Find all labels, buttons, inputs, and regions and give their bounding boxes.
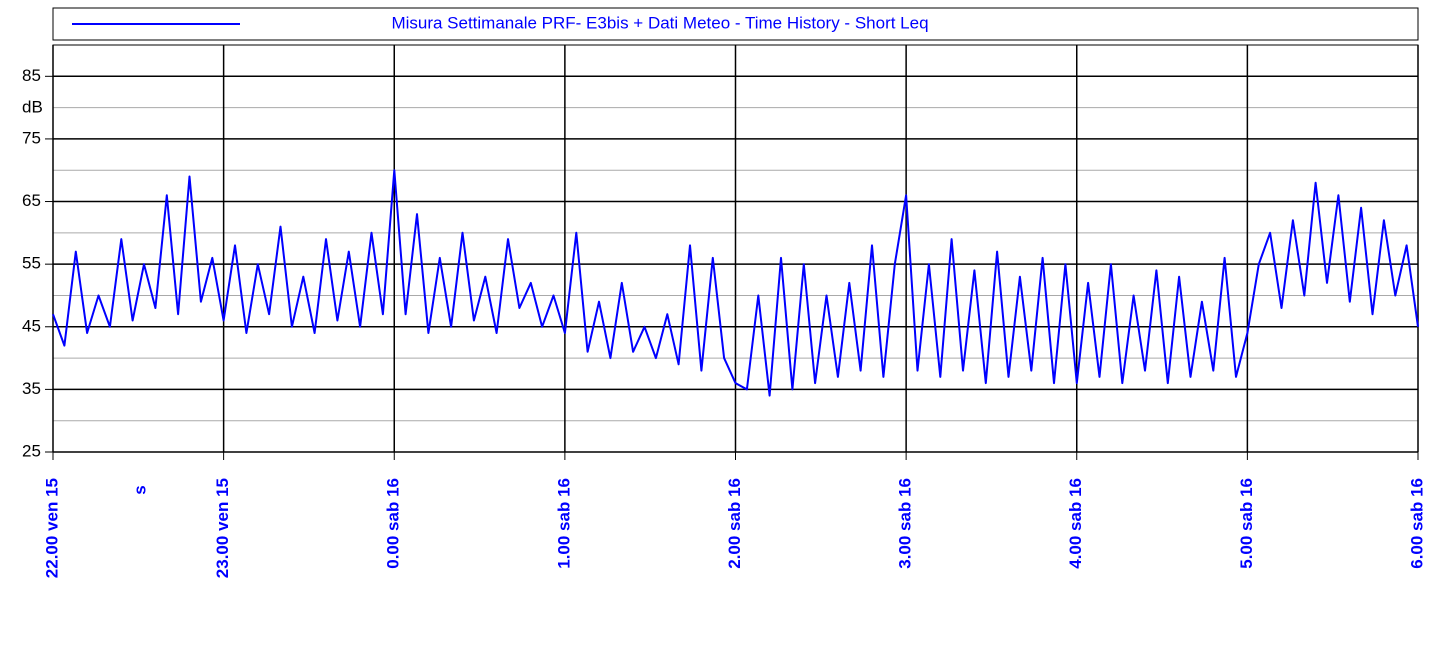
y-tick-label: 75 [22,128,41,147]
x-tick-label: 4.00 sab 16 [1066,478,1085,569]
x-tick-label: 0.00 sab 16 [384,478,403,569]
series-line [52,169,1419,397]
x-tick-label: 23.00 ven 15 [213,478,232,578]
y-tick-label: 25 [22,441,41,460]
legend-box [52,7,1419,41]
y-tick-label: 45 [22,316,41,335]
x-tick-label: 22.00 ven 15 [42,478,61,578]
y-tick-label: 85 [22,66,41,85]
x-tick-label: 6.00 sab 16 [1407,478,1426,569]
y-tick-label: 35 [22,379,41,398]
x-tick-label: 1.00 sab 16 [554,478,573,569]
y-tick-label: 65 [22,191,41,210]
legend-label: Misura Settimanale PRF- E3bis + Dati Met… [391,13,928,32]
x-tick-label: 2.00 sab 16 [725,478,744,569]
annotation: s [130,485,149,494]
x-tick-label: 3.00 sab 16 [896,478,915,569]
y-tick-label: 55 [22,254,41,273]
y-axis-label: dB [22,97,43,116]
x-tick-label: 5.00 sab 16 [1237,478,1256,569]
